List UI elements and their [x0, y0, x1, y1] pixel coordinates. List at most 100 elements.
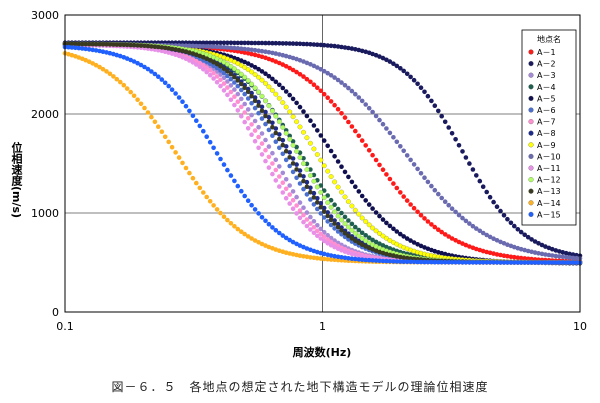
data-point — [522, 260, 527, 265]
data-point — [505, 253, 510, 259]
data-point — [501, 253, 507, 258]
data-point — [225, 217, 230, 223]
data-point — [297, 243, 303, 248]
data-point — [404, 198, 410, 203]
data-point — [370, 225, 376, 231]
data-point — [245, 89, 251, 95]
data-point — [321, 42, 327, 48]
data-point — [211, 145, 216, 151]
data-point — [224, 61, 230, 67]
data-point — [353, 184, 358, 189]
data-point — [332, 221, 337, 226]
data-point — [311, 195, 317, 200]
data-point — [550, 253, 555, 258]
data-point — [207, 44, 213, 49]
data-point — [111, 74, 116, 79]
data-point — [308, 221, 313, 226]
data-point — [173, 150, 178, 155]
data-point — [394, 63, 400, 69]
data-point — [283, 250, 289, 255]
data-point — [242, 119, 247, 125]
data-point — [269, 87, 275, 93]
data-point — [318, 157, 324, 163]
data-point — [567, 255, 572, 260]
data-point — [152, 44, 158, 49]
data-point — [239, 40, 244, 46]
data-point — [114, 42, 120, 47]
data-point — [342, 83, 348, 88]
data-point — [370, 206, 375, 211]
data-point — [339, 210, 344, 216]
data-point — [411, 205, 417, 211]
data-point — [159, 77, 165, 82]
data-point — [277, 132, 282, 137]
data-point — [294, 211, 299, 216]
data-point — [256, 74, 262, 80]
data-point — [463, 242, 469, 248]
data-point — [532, 260, 538, 265]
data-point — [480, 260, 486, 265]
data-point — [515, 260, 521, 265]
data-point — [370, 152, 375, 158]
data-point — [505, 260, 510, 265]
data-point — [214, 61, 220, 67]
data-point — [280, 180, 286, 185]
data-point — [239, 96, 244, 102]
data-point — [252, 207, 258, 212]
data-point — [256, 145, 261, 151]
data-point — [69, 45, 75, 50]
x-tick-label: 0.1 — [56, 320, 74, 333]
data-point — [391, 226, 396, 232]
data-point — [366, 222, 372, 228]
data-point — [394, 139, 400, 145]
data-point — [83, 41, 88, 47]
data-point — [432, 259, 438, 265]
data-point — [221, 162, 227, 167]
data-point — [359, 193, 365, 199]
data-point — [242, 85, 247, 91]
data-point — [69, 52, 75, 58]
data-point — [228, 97, 234, 103]
data-point — [477, 228, 483, 234]
data-point — [318, 88, 324, 94]
data-point — [508, 220, 514, 226]
data-point — [536, 260, 541, 265]
data-point — [239, 229, 244, 234]
data-point — [332, 202, 337, 207]
data-point — [149, 69, 154, 74]
data-point — [211, 59, 216, 65]
data-point — [422, 216, 427, 221]
data-point — [135, 43, 140, 48]
data-point — [180, 99, 185, 104]
data-point — [321, 234, 327, 240]
data-point — [273, 247, 279, 252]
data-point — [398, 144, 403, 149]
data-point — [211, 44, 216, 49]
data-point — [342, 221, 348, 227]
data-point — [207, 139, 213, 145]
data-point — [304, 76, 310, 82]
data-point — [245, 126, 251, 131]
data-point — [467, 161, 472, 166]
data-point — [408, 74, 413, 80]
data-point — [332, 257, 337, 263]
data-point — [283, 195, 289, 201]
data-point — [346, 174, 351, 180]
data-point — [446, 234, 452, 239]
data-point — [321, 195, 327, 201]
data-point — [328, 197, 334, 203]
data-point — [162, 80, 168, 86]
data-point — [138, 62, 144, 68]
data-point — [228, 89, 234, 95]
data-point — [394, 254, 400, 259]
data-point — [442, 260, 448, 265]
data-point — [404, 236, 410, 241]
data-point — [204, 134, 209, 139]
data-point — [463, 218, 469, 224]
data-point — [297, 72, 303, 77]
data-point — [501, 260, 507, 265]
data-point — [232, 74, 237, 80]
data-point — [228, 83, 234, 88]
data-point — [518, 229, 524, 235]
legend-marker — [528, 142, 534, 148]
